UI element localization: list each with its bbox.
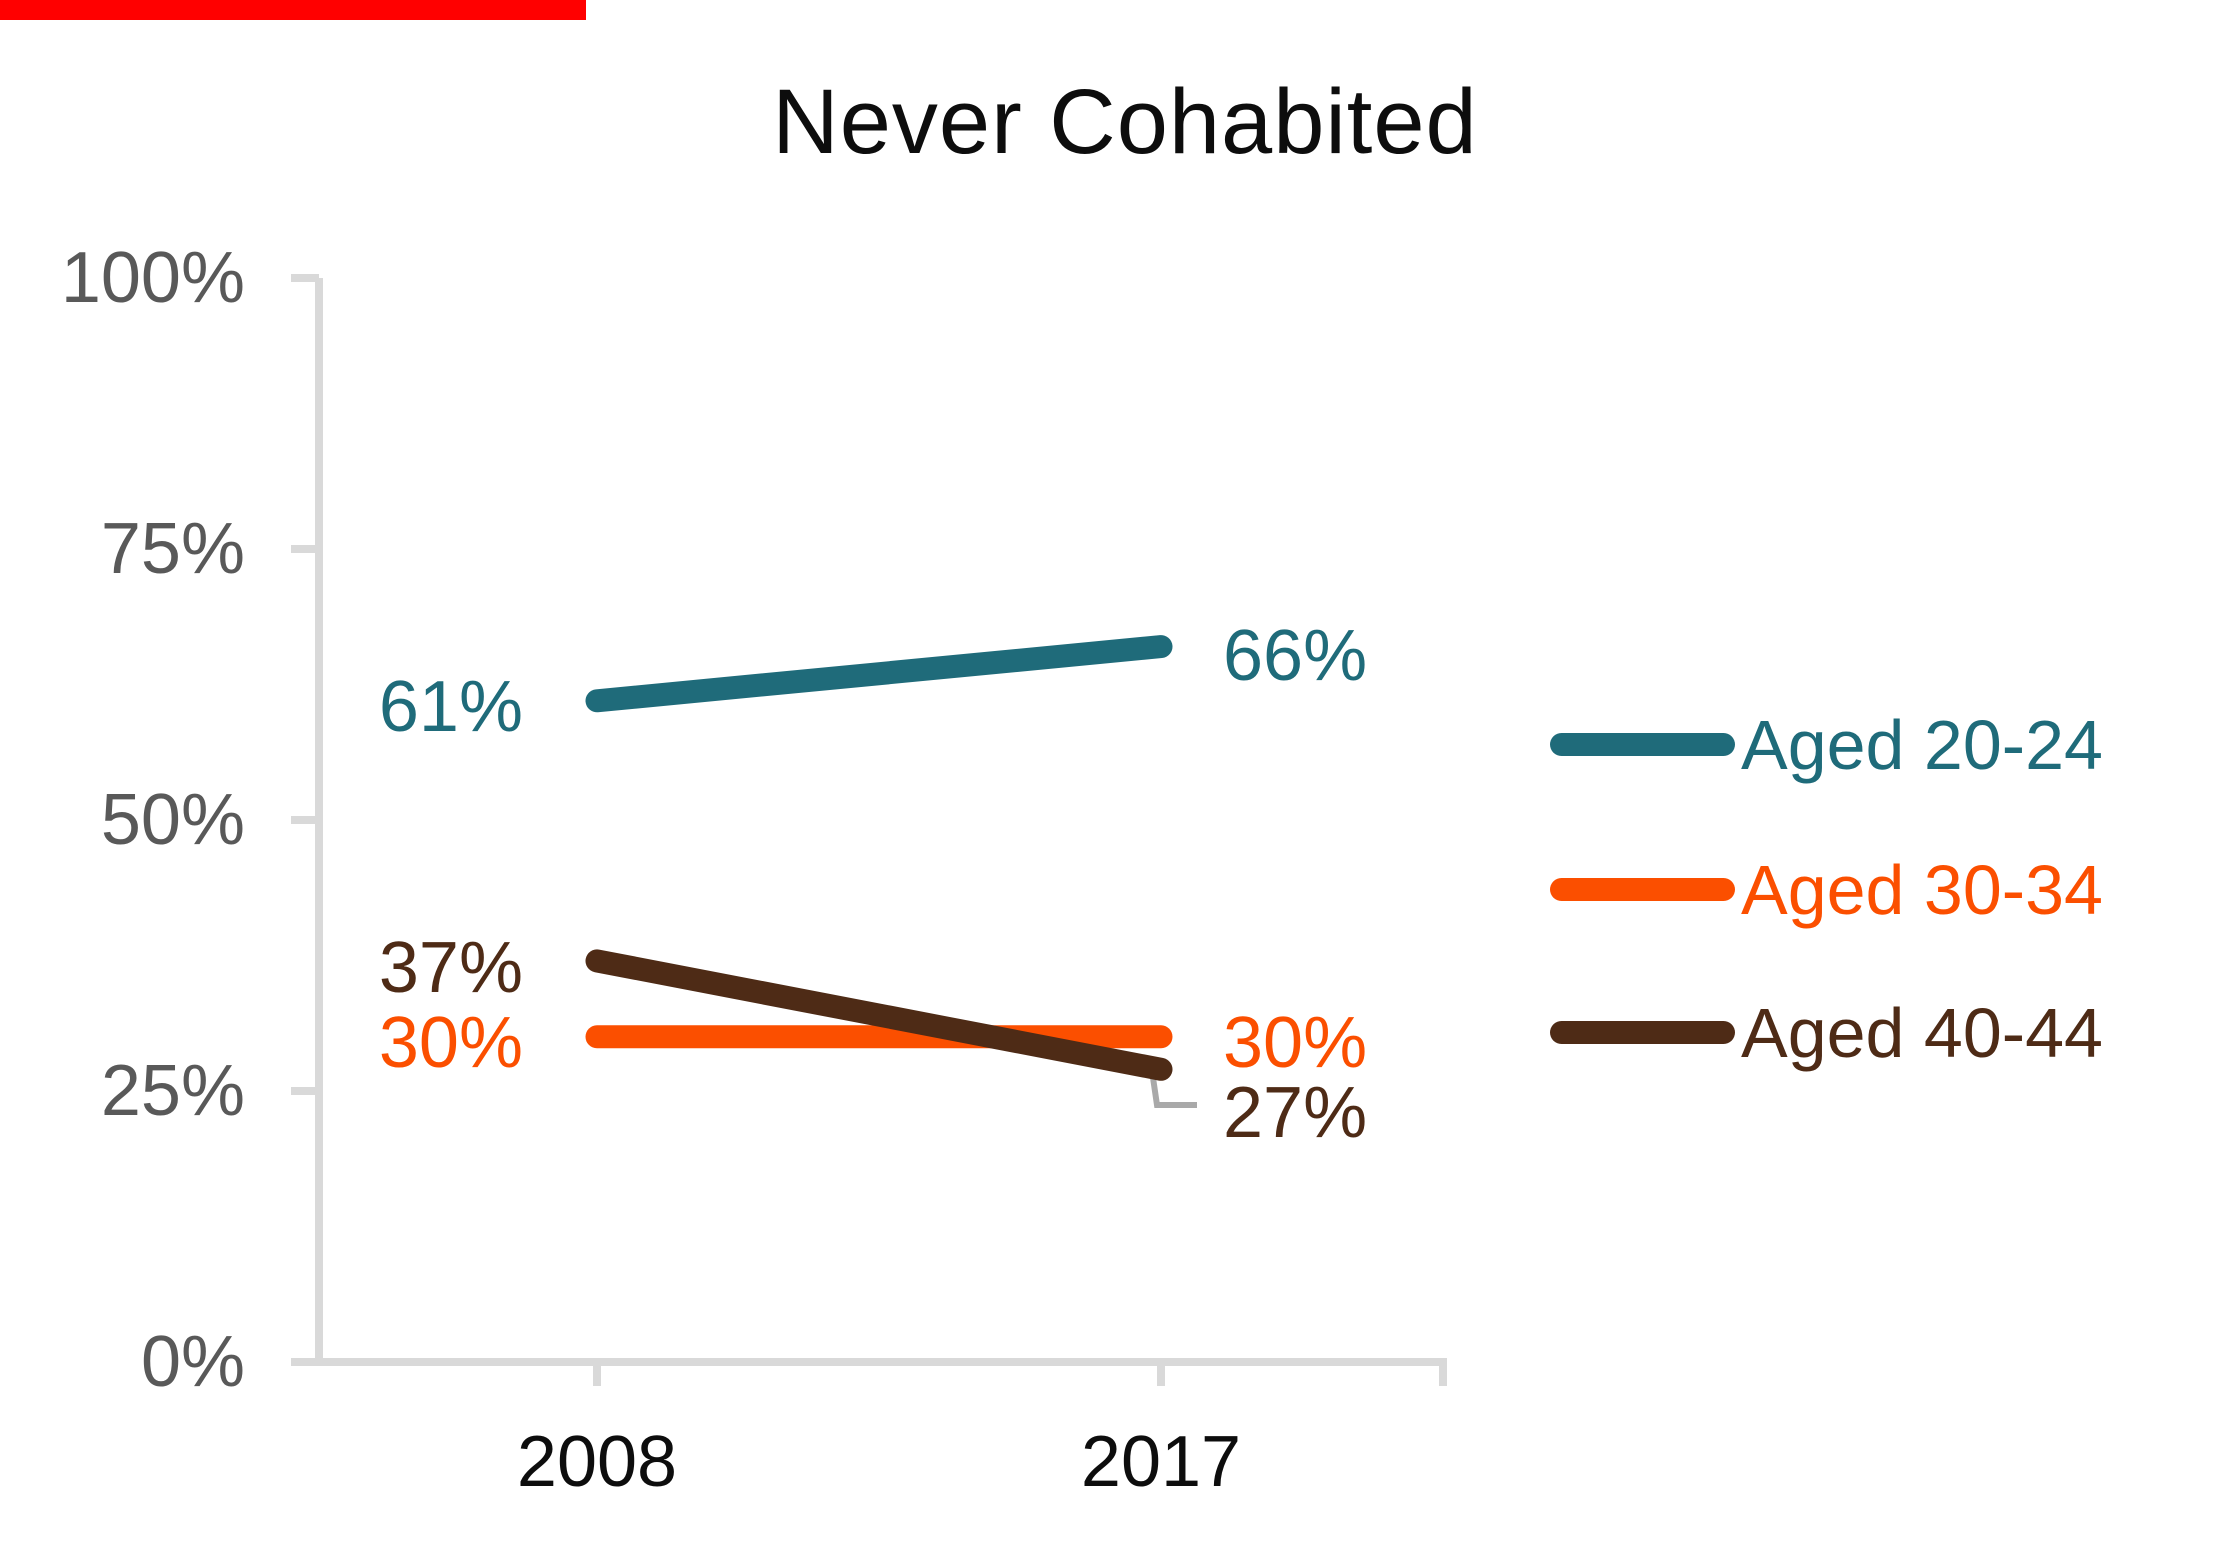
series-line-aged-20-24 [585, 635, 1173, 713]
series-line-aged-40-44 [585, 949, 1173, 1081]
legend-swatch [1550, 878, 1735, 901]
legend-label: Aged 40-44 [1741, 994, 2103, 1072]
y-tick-label: 0% [140, 1322, 245, 1402]
axis-and-ticks [291, 274, 1447, 1386]
y-tick-label: 25% [100, 1051, 245, 1131]
x-tick-label: 2017 [1080, 1422, 1242, 1502]
y-tick-label: 50% [100, 780, 245, 860]
point-label: 30% [378, 1003, 523, 1083]
legend-swatch [1550, 1021, 1735, 1044]
y-tick-label: 100% [60, 238, 245, 318]
point-label: 30% [1223, 1003, 1368, 1083]
x-tick-label: 2008 [516, 1422, 678, 1502]
video-progress-bar[interactable] [0, 0, 586, 20]
legend-label: Aged 30-34 [1741, 851, 2103, 929]
point-label: 27% [1223, 1073, 1368, 1153]
legend-swatch [1550, 733, 1735, 756]
point-label: 66% [1223, 616, 1368, 696]
point-label: 61% [378, 667, 523, 747]
point-label: 37% [378, 928, 523, 1008]
y-tick-label: 75% [100, 509, 245, 589]
legend-label: Aged 20-24 [1741, 706, 2103, 784]
chart-title: Never Cohabited [772, 71, 1478, 173]
